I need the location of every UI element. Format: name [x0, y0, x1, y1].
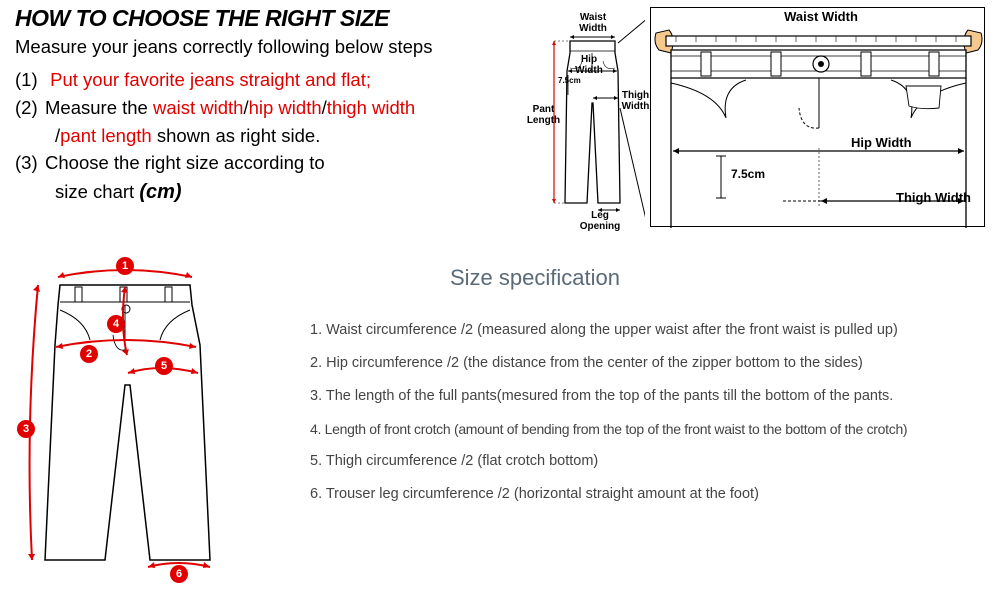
top-section: HOW TO CHOOSE THE RIGHT SIZE Measure you…: [0, 0, 1000, 235]
step-3b: size chart (cm): [15, 177, 530, 207]
marker-6: 6: [170, 565, 188, 583]
bottom-section: 1 2 3 4 5 6 Size specification 1. Waist …: [0, 235, 1000, 585]
diagrams: Waist Width Hip Width Thigh Width Pant L…: [540, 5, 985, 235]
label-val-big: 7.5cm: [731, 168, 765, 181]
spec-item-2: 2. Hip circumference /2 (the distance fr…: [310, 354, 985, 373]
label-waist-big: Waist Width: [771, 10, 871, 24]
step-2b: /pant length shown as right side.: [15, 122, 530, 150]
spec-item-3: 3. The length of the full pants(mesured …: [310, 387, 985, 406]
spec-item-4: 4. Length of front crotch (amount of ben…: [310, 420, 985, 438]
label-hip: Hip Width: [574, 55, 604, 76]
large-waist-diagram: Waist Width Hip Width Thigh Width 7.5cm: [650, 7, 985, 227]
marker-4: 4: [107, 315, 125, 333]
spec-item-1: 1. Waist circumference /2 (measured alon…: [310, 321, 985, 340]
marker-3: 3: [17, 420, 35, 438]
instructions: HOW TO CHOOSE THE RIGHT SIZE Measure you…: [15, 5, 540, 235]
label-leg: Leg Opening: [570, 211, 630, 232]
numbered-pants-diagram: 1 2 3 4 5 6: [20, 255, 230, 585]
spec-item-6: 6. Trouser leg circumference /2 (horizon…: [310, 485, 985, 504]
subtitle: Measure your jeans correctly following b…: [15, 36, 530, 58]
step-1: (1) Put your favorite jeans straight and…: [15, 66, 530, 94]
marker-5: 5: [155, 357, 173, 375]
label-hip-big: Hip Width: [851, 136, 912, 150]
step-num: (3): [15, 149, 45, 177]
page-title: HOW TO CHOOSE THE RIGHT SIZE: [15, 5, 530, 32]
marker-1: 1: [116, 257, 134, 275]
marker-2: 2: [80, 345, 98, 363]
label-thigh: Thigh Width: [618, 91, 653, 112]
step-3: (3)Choose the right size according to: [15, 149, 530, 177]
step-text: Put your favorite jeans straight and fla…: [50, 69, 371, 90]
small-pants-diagram: Waist Width Hip Width Thigh Width Pant L…: [540, 13, 645, 228]
spec-item-5: 5. Thigh circumference /2 (flat crotch b…: [310, 452, 985, 471]
spec-title: Size specification: [450, 265, 985, 291]
label-val: 7.5cm: [558, 77, 581, 85]
step-num: (2): [15, 94, 45, 122]
spec-column: Size specification 1. Waist circumferenc…: [230, 255, 985, 585]
label-pant: Pant Length: [526, 105, 561, 126]
step-num: (1): [15, 66, 45, 94]
label-waist: Waist Width: [568, 13, 618, 34]
label-thigh-big: Thigh Width: [896, 191, 971, 205]
step-2: (2)Measure the waist width/hip width/thi…: [15, 94, 530, 122]
